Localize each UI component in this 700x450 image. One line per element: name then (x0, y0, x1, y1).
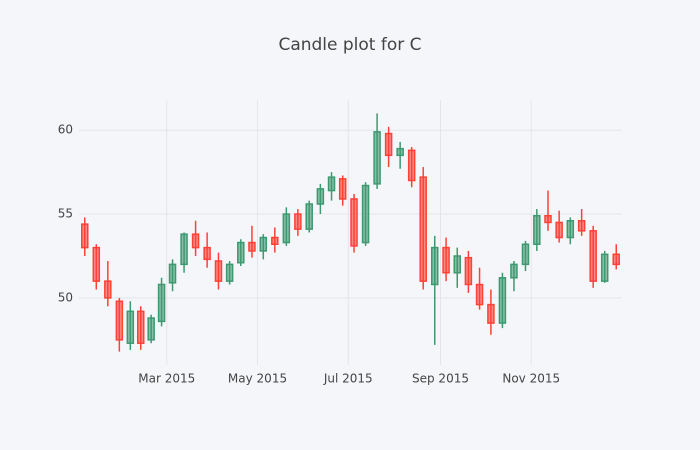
candle-body (225, 263, 234, 282)
candle-body (350, 198, 358, 247)
candle-body (214, 260, 223, 282)
candle-body (600, 253, 609, 282)
x-tick-label: Jul 2015 (323, 372, 373, 386)
candle-body (259, 236, 268, 252)
candle-body (361, 184, 370, 244)
candle-body (248, 241, 256, 252)
candle-body (498, 277, 507, 324)
candle-body (453, 255, 461, 274)
y-tick-label: 50 (58, 290, 73, 304)
candle-body (396, 147, 404, 157)
candle-body (136, 310, 145, 344)
candle-body (294, 213, 302, 230)
candle-body (612, 253, 620, 266)
candle-body (373, 131, 381, 185)
candle-body (577, 220, 586, 232)
candle-body (510, 263, 518, 279)
candle-body (157, 283, 166, 323)
candle-body (168, 263, 177, 284)
candle-body (327, 176, 336, 192)
candle-body (533, 214, 541, 245)
x-tick-label: Nov 2015 (502, 372, 560, 386)
candle-body (180, 233, 188, 266)
candle-body (384, 132, 393, 157)
candle-body (203, 246, 211, 261)
candle-body (464, 256, 473, 286)
candle-body (521, 243, 530, 266)
candle-body (147, 317, 155, 341)
x-tick-label: Sep 2015 (412, 372, 469, 386)
candle-body (305, 203, 313, 230)
y-tick-label: 60 (58, 123, 73, 137)
candle-body (271, 236, 279, 245)
candle-body (442, 246, 450, 274)
candle-body (419, 176, 427, 282)
x-tick-label: May 2015 (228, 372, 287, 386)
candle-body (555, 221, 563, 239)
candle-body (316, 188, 325, 205)
candle-body (544, 214, 552, 224)
candle-body (475, 283, 484, 306)
candle-body (191, 233, 200, 249)
candle-body (338, 178, 347, 200)
candle-body (430, 246, 439, 286)
x-tick-label: Mar 2015 (138, 372, 195, 386)
candle-body (81, 223, 89, 249)
candle-body (282, 213, 291, 244)
chart-title: Candle plot for C (278, 35, 421, 55)
candle-body (566, 220, 575, 239)
candle-body (92, 246, 101, 282)
candle-body (487, 303, 495, 324)
candle-body (104, 280, 112, 299)
y-tick-label: 55 (58, 207, 73, 221)
candle-body (237, 241, 245, 264)
candle-body (126, 310, 135, 344)
candle-body (407, 149, 416, 182)
candle-body (115, 300, 124, 341)
candle-body (589, 230, 597, 282)
